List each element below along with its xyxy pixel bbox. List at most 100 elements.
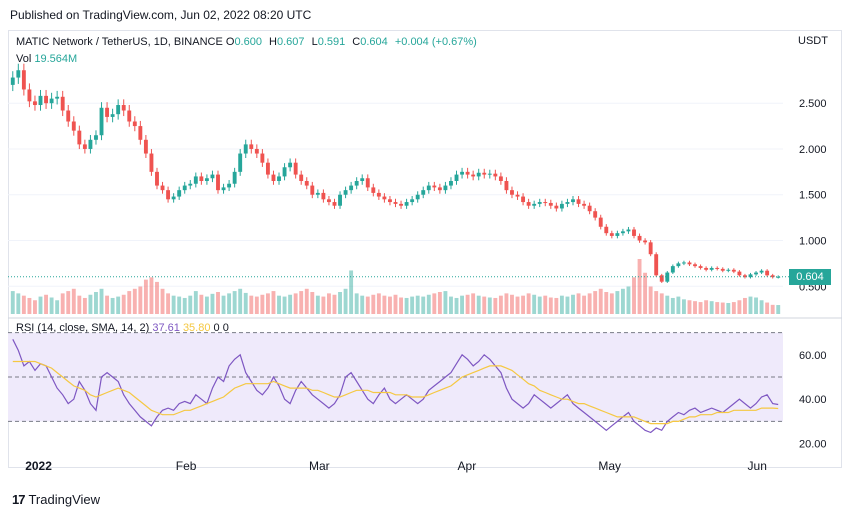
candle-body [321, 192, 326, 200]
candle-body [376, 192, 381, 197]
candle-body [127, 110, 132, 122]
volume-bar [576, 293, 581, 314]
volume-bar [138, 286, 143, 314]
volume-bar [243, 292, 248, 314]
rsi-extra-1: 0 [213, 322, 220, 334]
close-value: 0.604 [360, 36, 388, 48]
volume-bar [127, 291, 132, 314]
candle-body [554, 205, 559, 209]
volume-bar [726, 303, 731, 314]
volume-bar [10, 291, 15, 314]
candle-body [698, 266, 703, 268]
candle-body [254, 148, 259, 154]
volume-bar [765, 302, 770, 314]
volume-bar [693, 301, 697, 314]
volume-bar [265, 293, 270, 314]
volume-bar [376, 293, 381, 314]
brand-name: TradingView [28, 492, 101, 507]
candle-body [182, 185, 187, 191]
candle-body [670, 266, 675, 273]
rsi-label[interactable]: RSI (14, close, SMA, 14, 2) [16, 322, 150, 334]
rsi-extra-2: 0 [222, 322, 229, 334]
volume-bar [326, 293, 331, 314]
volume-bar [177, 296, 182, 314]
volume-bar [521, 295, 526, 314]
rsi-axis-tick: 60.00 [799, 350, 827, 362]
volume-bar [404, 297, 409, 314]
candle-body [726, 269, 731, 271]
close-label: C [352, 36, 361, 48]
candle-body [315, 192, 320, 195]
volume-bar [99, 288, 104, 314]
candle-body [282, 167, 287, 177]
volume-bar [515, 296, 520, 314]
candle-body [105, 107, 110, 117]
volume-bar [160, 288, 165, 314]
candle-body [77, 130, 82, 145]
candle-body [110, 114, 115, 117]
volume-bar [498, 295, 503, 314]
volume-bar [615, 291, 620, 314]
candle-body [587, 205, 592, 212]
candle-body [16, 70, 21, 78]
volume-bar [471, 293, 476, 314]
volume-bar [216, 292, 220, 314]
candle-body [720, 268, 725, 271]
volume-bar [665, 295, 670, 314]
volume-bar [754, 297, 758, 314]
volume-bar [493, 297, 498, 314]
volume-bar [454, 297, 459, 314]
volume-bar [637, 259, 642, 314]
candle-body [565, 202, 570, 204]
volume-bar [94, 292, 98, 314]
candle-body [10, 77, 15, 85]
volume-bar [571, 294, 575, 314]
candle-body [149, 153, 154, 172]
volume-bar [299, 291, 304, 314]
candle-body [637, 235, 642, 241]
low-label: L [311, 36, 318, 48]
volume-bar [626, 286, 631, 314]
candle-body [365, 178, 370, 188]
volume-bar [110, 297, 115, 314]
volume-bar [510, 294, 514, 314]
volume-bar [304, 288, 309, 314]
candle-body [193, 176, 198, 184]
candle-body [138, 126, 143, 140]
candle-body [199, 176, 204, 181]
symbol-title[interactable]: MATIC Network / TetherUS, 1D, BINANCE [16, 36, 223, 48]
candle-body [38, 95, 43, 106]
volume-value: 19.564M [34, 53, 78, 65]
volume-bar [49, 297, 54, 314]
volume-bar [548, 297, 553, 314]
volume-bar [338, 292, 342, 314]
volume-bar [204, 296, 209, 314]
candle-body [426, 185, 431, 191]
volume-bar [82, 297, 87, 314]
candle-body [659, 275, 664, 282]
candle-body [737, 271, 742, 276]
volume-bar [643, 272, 648, 314]
chart-frame[interactable] [8, 30, 842, 468]
price-axis-unit: USDT [798, 35, 828, 47]
candle-body [71, 121, 76, 131]
volume-bar [271, 291, 276, 314]
candle-body [482, 172, 487, 175]
time-axis-tick: May [598, 459, 621, 473]
volume-bar [38, 296, 43, 314]
candle-body [620, 231, 625, 234]
candle-body [454, 174, 459, 181]
volume-bar [593, 291, 598, 314]
volume-bar [282, 296, 287, 314]
ohlc-legend: MATIC Network / TetherUS, 1D, BINANCE O0… [16, 36, 481, 48]
candle-body [476, 172, 481, 177]
candle-body [82, 144, 87, 149]
rsi-axis-tick: 20.00 [799, 439, 827, 451]
volume-bar [71, 288, 76, 314]
price-axis-tick: 1.000 [799, 236, 827, 248]
candle-body [410, 199, 415, 203]
candle-body [221, 187, 226, 191]
rsi-sma-value: 35.80 [182, 322, 211, 334]
volume-bar [249, 295, 254, 314]
